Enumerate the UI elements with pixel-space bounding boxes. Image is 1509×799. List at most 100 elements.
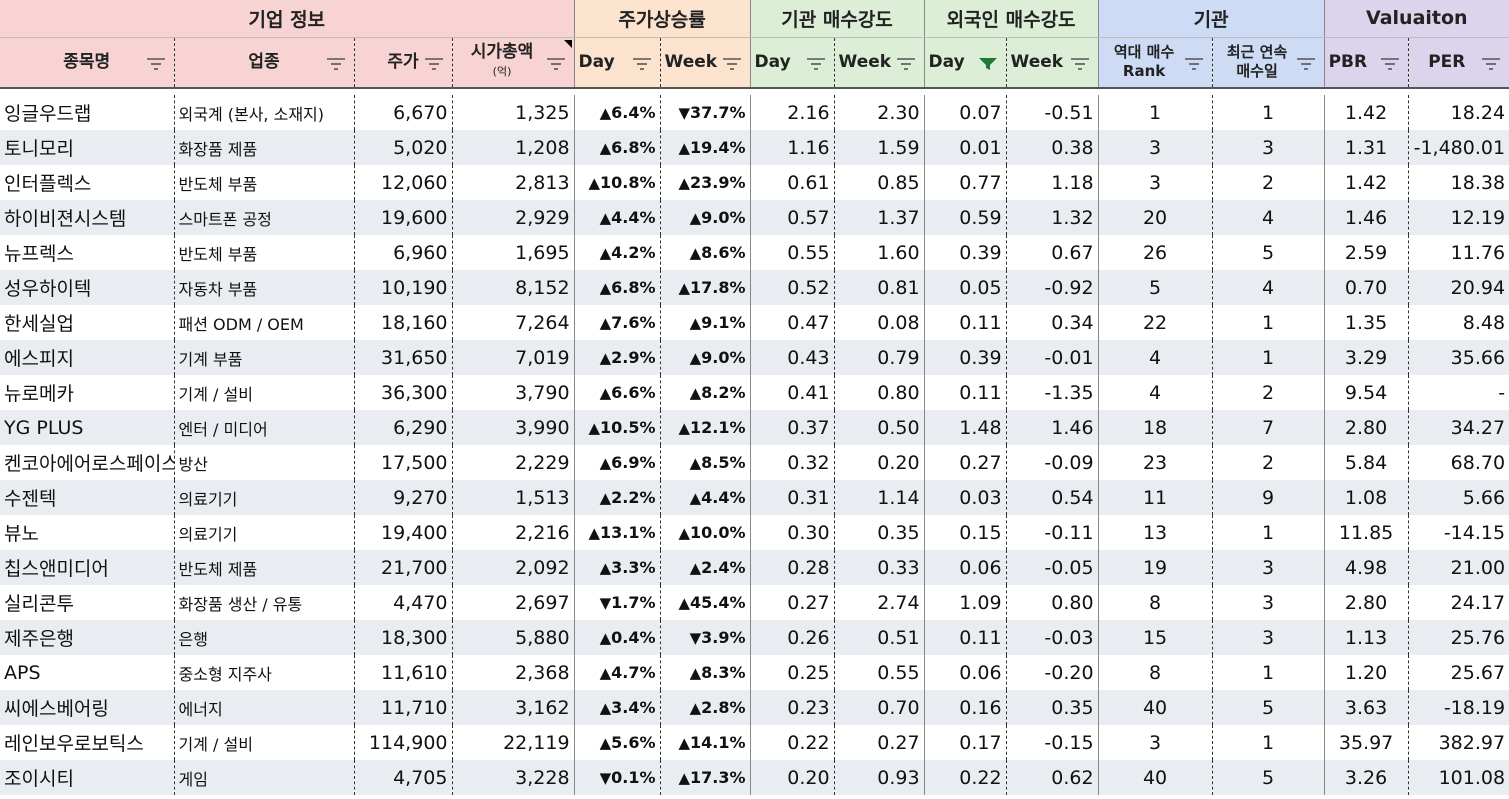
col-mktcap[interactable]: 시가총액 (억)	[452, 37, 575, 89]
cell-price[interactable]: 10,190	[354, 270, 453, 305]
cell-per[interactable]: 12.19	[1408, 200, 1509, 235]
cell-rank[interactable]: 22	[1098, 305, 1213, 340]
filter-dropdown-icon[interactable]	[1380, 56, 1400, 70]
cell-foreign-week[interactable]: 0.80	[1006, 585, 1099, 620]
cell-pbr[interactable]: 1.35	[1324, 305, 1409, 340]
cell-foreign-week[interactable]: -0.15	[1006, 725, 1099, 760]
cell-pbr[interactable]: 0.70	[1324, 270, 1409, 305]
cell-mktcap[interactable]: 3,990	[452, 410, 575, 445]
cell-rank[interactable]: 40	[1098, 760, 1213, 795]
cell-per[interactable]: -	[1408, 375, 1509, 410]
cell-sector[interactable]: 화장품 제품	[174, 130, 355, 165]
cell-inst-day[interactable]: 0.47	[750, 305, 835, 340]
cell-foreign-day[interactable]: 0.03	[924, 480, 1007, 515]
cell-sector[interactable]: 은행	[174, 620, 355, 655]
cell-rise-day[interactable]: ▲13.1%	[574, 515, 661, 550]
cell-rise-week[interactable]: ▲10.0%	[660, 515, 751, 550]
cell-days[interactable]: 4	[1212, 200, 1325, 235]
cell-rise-day[interactable]: ▲3.3%	[574, 550, 661, 585]
cell-foreign-day[interactable]: 0.39	[924, 235, 1007, 270]
cell-rise-day[interactable]: ▼1.7%	[574, 585, 661, 620]
cell-rise-week[interactable]: ▲8.3%	[660, 655, 751, 690]
cell-foreign-week[interactable]: -0.20	[1006, 655, 1099, 690]
cell-rank[interactable]: 5	[1098, 270, 1213, 305]
cell-inst-week[interactable]: 0.70	[834, 690, 925, 725]
cell-days[interactable]: 1	[1212, 655, 1325, 690]
cell-per[interactable]: 8.48	[1408, 305, 1509, 340]
cell-name[interactable]: 씨에스베어링	[0, 690, 175, 725]
cell-inst-week[interactable]: 0.35	[834, 515, 925, 550]
cell-days[interactable]: 4	[1212, 270, 1325, 305]
cell-foreign-week[interactable]: -0.05	[1006, 550, 1099, 585]
cell-inst-day[interactable]: 0.20	[750, 760, 835, 795]
cell-price[interactable]: 9,270	[354, 480, 453, 515]
filter-dropdown-icon[interactable]	[1184, 56, 1204, 70]
cell-pbr[interactable]: 1.42	[1324, 165, 1409, 200]
cell-days[interactable]: 3	[1212, 130, 1325, 165]
table-row[interactable]: 수젠텍 의료기기 9,270 1,513 ▲2.2% ▲4.4% 0.31 1.14 0.03 0…	[0, 480, 1509, 515]
cell-pbr[interactable]: 9.54	[1324, 375, 1409, 410]
table-row[interactable]: 잉글우드랩 외국계 (본사, 소재지) 6,670 1,325 ▲6.4% ▼37.7% 2…	[0, 95, 1509, 130]
cell-inst-day[interactable]: 0.57	[750, 200, 835, 235]
table-row[interactable]: 토니모리 화장품 제품 5,020 1,208 ▲6.8% ▲19.4% 1.16 1.59 0…	[0, 130, 1509, 165]
cell-mktcap[interactable]: 3,162	[452, 690, 575, 725]
cell-inst-day[interactable]: 1.16	[750, 130, 835, 165]
cell-foreign-day[interactable]: 0.77	[924, 165, 1007, 200]
cell-inst-week[interactable]: 0.27	[834, 725, 925, 760]
cell-rise-day[interactable]: ▲10.5%	[574, 410, 661, 445]
cell-sector[interactable]: 기계 / 설비	[174, 375, 355, 410]
cell-rise-week[interactable]: ▲12.1%	[660, 410, 751, 445]
cell-rise-day[interactable]: ▲5.6%	[574, 725, 661, 760]
cell-rise-week[interactable]: ▲8.5%	[660, 445, 751, 480]
cell-rise-day[interactable]: ▲3.4%	[574, 690, 661, 725]
cell-foreign-day[interactable]: 1.09	[924, 585, 1007, 620]
cell-rise-week[interactable]: ▲8.6%	[660, 235, 751, 270]
cell-per[interactable]: 18.38	[1408, 165, 1509, 200]
cell-rise-day[interactable]: ▲4.4%	[574, 200, 661, 235]
cell-rank[interactable]: 20	[1098, 200, 1213, 235]
cell-days[interactable]: 5	[1212, 760, 1325, 795]
cell-mktcap[interactable]: 2,092	[452, 550, 575, 585]
cell-mktcap[interactable]: 8,152	[452, 270, 575, 305]
cell-inst-day[interactable]: 0.37	[750, 410, 835, 445]
cell-days[interactable]: 1	[1212, 95, 1325, 130]
col-pbr[interactable]: PBR	[1324, 37, 1409, 89]
cell-sector[interactable]: 반도체 부품	[174, 235, 355, 270]
cell-rise-day[interactable]: ▲2.2%	[574, 480, 661, 515]
cell-price[interactable]: 4,705	[354, 760, 453, 795]
cell-sector[interactable]: 반도체 부품	[174, 165, 355, 200]
table-row[interactable]: YG PLUS 엔터 / 미디어 6,290 3,990 ▲10.5% ▲12.1% 0.3…	[0, 410, 1509, 445]
cell-rise-day[interactable]: ▲6.6%	[574, 375, 661, 410]
cell-per[interactable]: 25.67	[1408, 655, 1509, 690]
cell-name[interactable]: 뉴프렉스	[0, 235, 175, 270]
table-row[interactable]: 씨에스베어링 에너지 11,710 3,162 ▲3.4% ▲2.8% 0.23 0.70 0.…	[0, 690, 1509, 725]
cell-name[interactable]: 제주은행	[0, 620, 175, 655]
table-row[interactable]: 뷰노 의료기기 19,400 2,216 ▲13.1% ▲10.0% 0.30 0.35 0.1…	[0, 515, 1509, 550]
cell-name[interactable]: 켄코아에어로스페이스	[0, 445, 175, 480]
cell-inst-day[interactable]: 0.32	[750, 445, 835, 480]
cell-inst-week[interactable]: 0.33	[834, 550, 925, 585]
cell-price[interactable]: 11,610	[354, 655, 453, 690]
cell-mktcap[interactable]: 22,119	[452, 725, 575, 760]
col-foreign-week[interactable]: Week	[1006, 37, 1099, 89]
col-sector[interactable]: 업종	[174, 37, 355, 89]
cell-inst-week[interactable]: 0.20	[834, 445, 925, 480]
table-row[interactable]: 제주은행 은행 18,300 5,880 ▲0.4% ▼3.9% 0.26 0.51 0.11-…	[0, 620, 1509, 655]
cell-price[interactable]: 21,700	[354, 550, 453, 585]
cell-mktcap[interactable]: 1,208	[452, 130, 575, 165]
table-row[interactable]: 켄코아에어로스페이스 방산 17,500 2,229 ▲6.9% ▲8.5% 0.32 0.2…	[0, 445, 1509, 480]
cell-foreign-day[interactable]: 0.16	[924, 690, 1007, 725]
filter-dropdown-icon[interactable]	[1296, 56, 1316, 70]
cell-inst-week[interactable]: 0.93	[834, 760, 925, 795]
cell-inst-day[interactable]: 0.43	[750, 340, 835, 375]
cell-per[interactable]: 34.27	[1408, 410, 1509, 445]
cell-per[interactable]: 68.70	[1408, 445, 1509, 480]
cell-sector[interactable]: 반도체 제품	[174, 550, 355, 585]
cell-foreign-day[interactable]: 0.06	[924, 655, 1007, 690]
cell-name[interactable]: 수젠텍	[0, 480, 175, 515]
cell-sector[interactable]: 화장품 생산 / 유통	[174, 585, 355, 620]
cell-days[interactable]: 1	[1212, 515, 1325, 550]
cell-rank[interactable]: 11	[1098, 480, 1213, 515]
cell-inst-week[interactable]: 0.55	[834, 655, 925, 690]
cell-per[interactable]: 11.76	[1408, 235, 1509, 270]
